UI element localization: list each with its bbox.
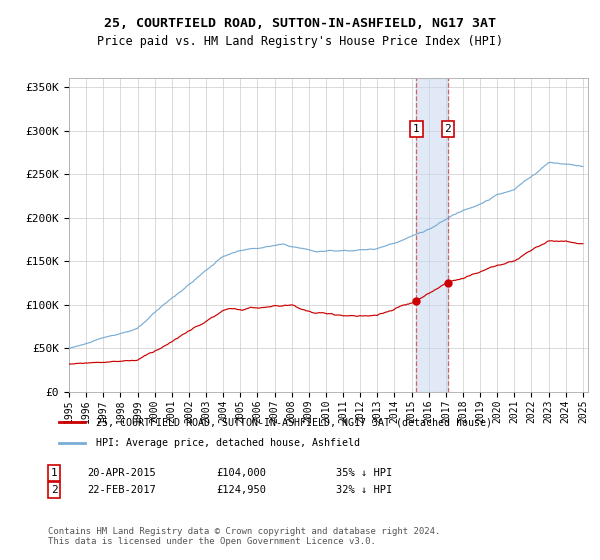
Text: 20-APR-2015: 20-APR-2015 <box>87 468 156 478</box>
Text: 25, COURTFIELD ROAD, SUTTON-IN-ASHFIELD, NG17 3AT (detached house): 25, COURTFIELD ROAD, SUTTON-IN-ASHFIELD,… <box>95 417 491 427</box>
Text: 2: 2 <box>445 124 451 134</box>
Text: Contains HM Land Registry data © Crown copyright and database right 2024.
This d: Contains HM Land Registry data © Crown c… <box>48 526 440 546</box>
Bar <box>416 78 448 392</box>
Text: HPI: Average price, detached house, Ashfield: HPI: Average price, detached house, Ashf… <box>95 438 359 448</box>
Text: 22-FEB-2017: 22-FEB-2017 <box>87 485 156 495</box>
Text: £124,950: £124,950 <box>216 485 266 495</box>
Text: 2: 2 <box>50 485 58 495</box>
Text: £104,000: £104,000 <box>216 468 266 478</box>
Text: 1: 1 <box>413 124 420 134</box>
Text: Price paid vs. HM Land Registry's House Price Index (HPI): Price paid vs. HM Land Registry's House … <box>97 35 503 48</box>
Text: 25, COURTFIELD ROAD, SUTTON-IN-ASHFIELD, NG17 3AT: 25, COURTFIELD ROAD, SUTTON-IN-ASHFIELD,… <box>104 17 496 30</box>
Text: 32% ↓ HPI: 32% ↓ HPI <box>336 485 392 495</box>
Text: 1: 1 <box>50 468 58 478</box>
Text: 35% ↓ HPI: 35% ↓ HPI <box>336 468 392 478</box>
